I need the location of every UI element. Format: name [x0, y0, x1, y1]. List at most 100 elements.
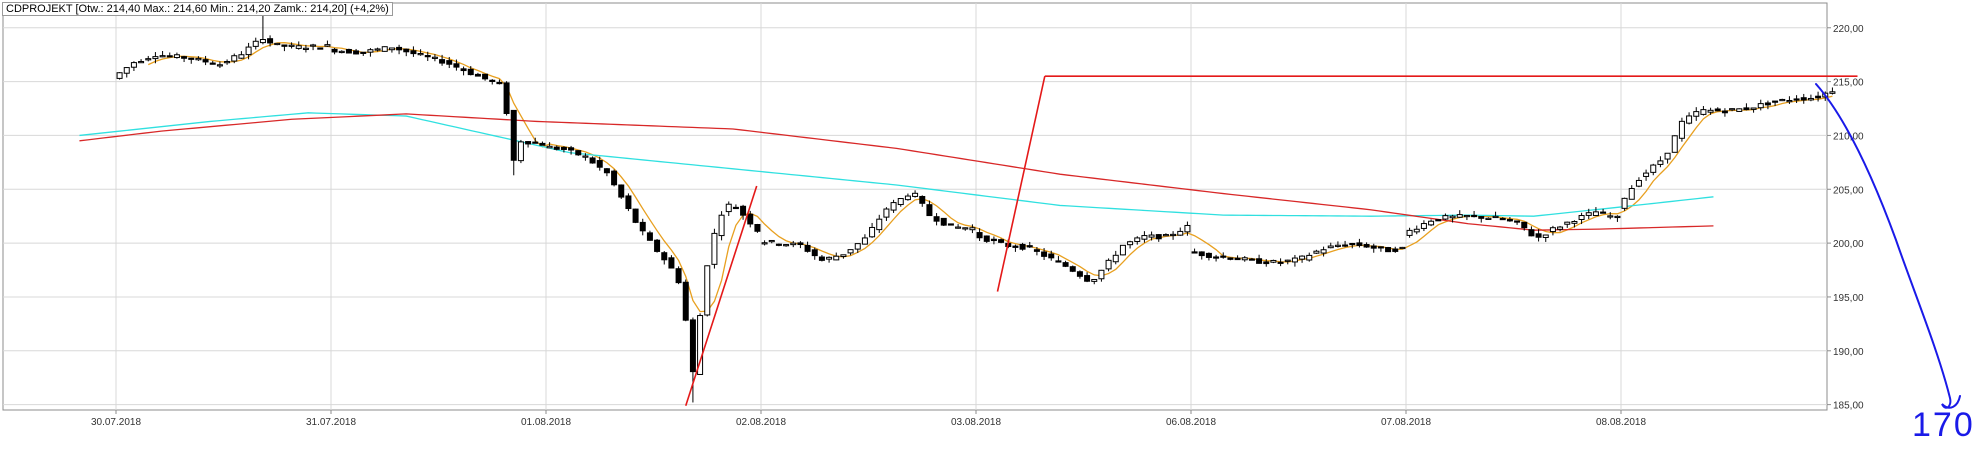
candle-body — [1127, 241, 1134, 246]
candle — [1807, 94, 1814, 102]
candle-body — [1779, 98, 1786, 102]
candle-body — [1313, 250, 1320, 254]
candle-body — [288, 44, 295, 47]
candle-body — [1829, 91, 1836, 94]
candle-body — [188, 57, 195, 60]
candle — [302, 44, 309, 53]
candle — [1234, 255, 1241, 261]
candle — [525, 141, 532, 148]
candle-body — [1571, 220, 1578, 224]
candle-body — [1198, 251, 1205, 257]
candle — [1313, 249, 1320, 254]
moving-average-line — [147, 42, 1833, 313]
candle-body — [1514, 220, 1521, 223]
candle-body — [675, 268, 682, 284]
candle-body — [890, 202, 897, 211]
candle — [1076, 270, 1083, 279]
candle — [1084, 272, 1091, 283]
candle — [1621, 197, 1628, 211]
candle — [740, 204, 747, 220]
candle-body — [1091, 278, 1098, 282]
candle — [725, 201, 732, 217]
candle-body — [267, 38, 274, 44]
candle-body — [1807, 97, 1814, 101]
candle — [1370, 243, 1377, 253]
candle-body — [783, 244, 790, 247]
candle — [1327, 242, 1334, 249]
candle-body — [1485, 217, 1492, 220]
candle-body — [1420, 223, 1427, 229]
candle — [1019, 242, 1026, 251]
chart-legend: CDPROJEKT [Otw.: 214,40 Max.: 214,60 Min… — [2, 2, 393, 16]
candle-body — [181, 56, 188, 59]
candle-body — [1506, 219, 1513, 222]
candle-body — [847, 249, 854, 254]
y-tick-label: 215,00 — [1833, 78, 1864, 89]
candle-body — [1478, 216, 1485, 219]
candle-body — [1277, 261, 1284, 264]
candle-body — [396, 46, 403, 51]
candle — [1342, 240, 1349, 248]
candle — [1514, 220, 1521, 225]
y-tick-label: 200,00 — [1833, 239, 1864, 250]
candle — [840, 254, 847, 259]
candle-body — [159, 55, 166, 58]
candle-body — [1815, 95, 1822, 99]
candle-body — [711, 232, 718, 265]
candle — [983, 235, 990, 243]
candle — [1012, 244, 1019, 252]
candle-body — [1270, 259, 1277, 263]
candle-body — [1607, 215, 1614, 218]
candle — [496, 79, 503, 85]
candle-body — [826, 256, 833, 260]
candle-body — [1750, 107, 1757, 110]
candle — [790, 240, 797, 248]
candle — [654, 239, 661, 253]
candle-body — [1248, 258, 1255, 261]
candle — [1471, 210, 1478, 218]
candle-body — [539, 142, 546, 146]
candle — [1786, 96, 1793, 104]
candle — [1349, 242, 1356, 249]
candle-body — [1406, 229, 1413, 236]
candle — [919, 195, 926, 207]
candle-body — [568, 147, 575, 151]
candle — [869, 222, 876, 238]
candle — [410, 46, 417, 57]
candle — [811, 247, 818, 260]
candle-body — [259, 39, 266, 44]
candle-body — [345, 48, 352, 54]
candle — [1664, 152, 1671, 164]
candle-body — [295, 45, 302, 49]
candle-body — [374, 48, 381, 51]
candle-body — [976, 232, 983, 239]
candle-body — [575, 150, 582, 156]
candle-body — [1736, 108, 1743, 112]
candle — [976, 228, 983, 241]
candle — [396, 44, 403, 55]
candle — [517, 139, 524, 164]
candle — [560, 146, 567, 153]
candle-body — [689, 319, 696, 373]
candle-body — [1306, 254, 1313, 261]
candle — [1549, 225, 1556, 236]
candle-body — [482, 73, 489, 80]
candle — [826, 256, 833, 263]
candle-body — [245, 46, 252, 56]
candle — [1134, 236, 1141, 245]
candle-body — [754, 224, 761, 232]
candle — [1141, 231, 1148, 243]
candle — [324, 40, 331, 47]
candle-body — [661, 252, 668, 261]
candle — [1657, 156, 1664, 168]
candle-body — [1614, 215, 1621, 219]
candle — [474, 72, 481, 77]
candle — [804, 241, 811, 253]
candle-body — [424, 55, 431, 58]
candle-body — [646, 232, 653, 241]
candle — [747, 210, 754, 228]
candle-body — [1299, 255, 1306, 260]
candle-body — [152, 56, 159, 60]
candle — [912, 190, 919, 198]
candle-body — [1234, 257, 1241, 261]
